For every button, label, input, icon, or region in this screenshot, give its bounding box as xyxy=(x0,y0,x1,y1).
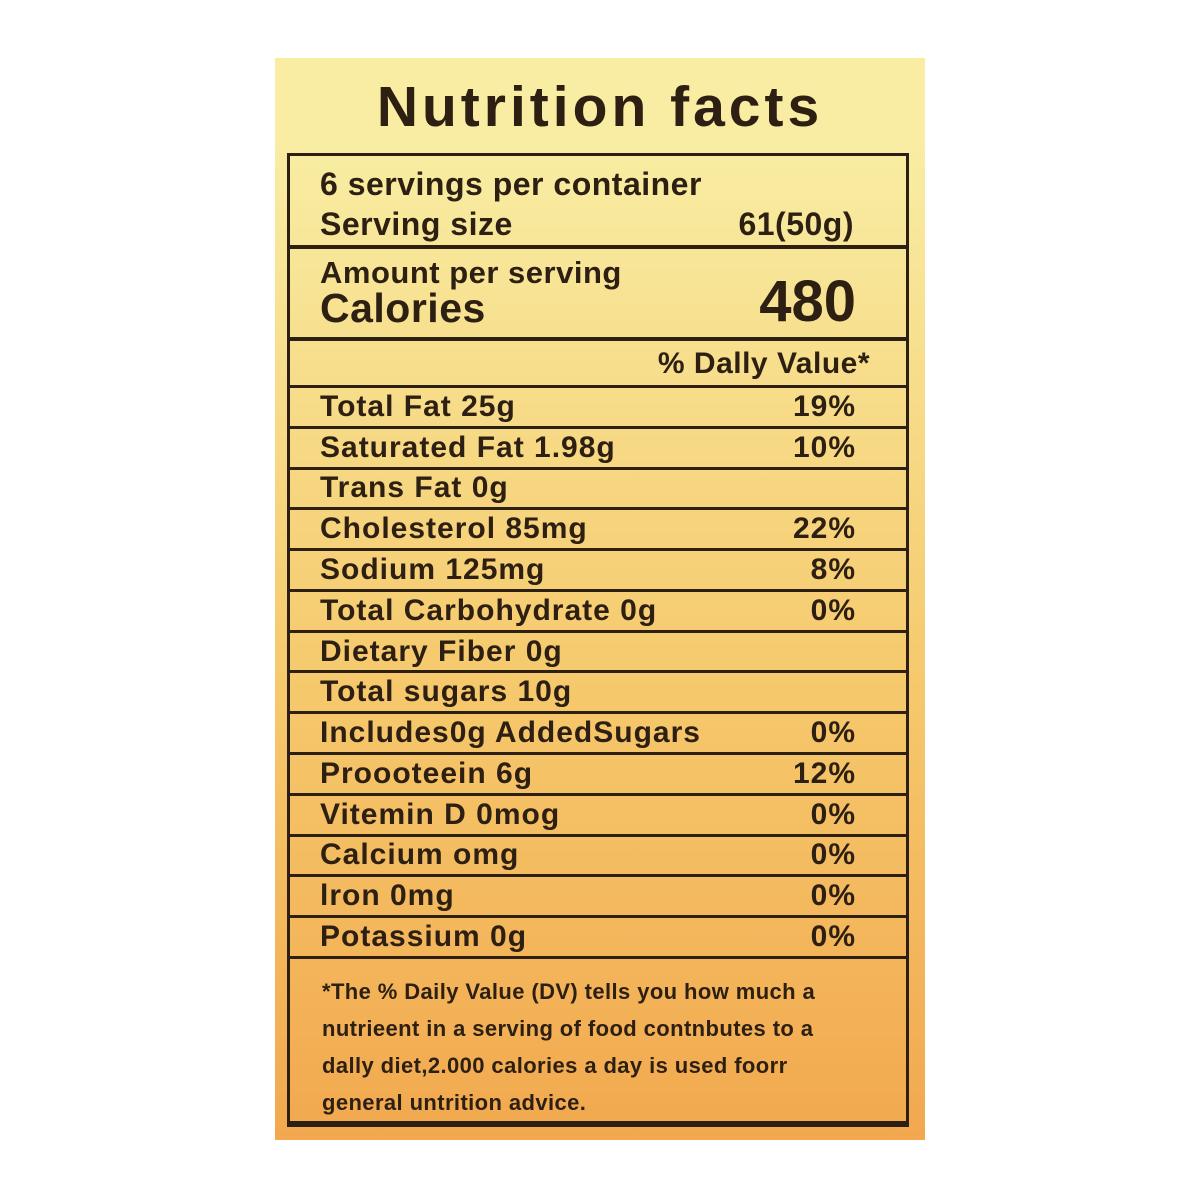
nutrient-row-iron: lron 0mg 0% xyxy=(290,874,906,915)
nutrient-row-protein: Proooteein 6g 12% xyxy=(290,752,906,793)
nutrient-dv: 12% xyxy=(792,756,856,790)
nutrient-rows: Total Fat 25g 19% Saturated Fat 1.98g 10… xyxy=(290,385,906,956)
nutrient-name: Dietary Fiber 0g xyxy=(320,634,563,668)
nutrient-name: lron 0mg xyxy=(320,879,455,913)
nutrient-row-added-sugars: Includes0g AddedSugars 0% xyxy=(290,711,906,752)
facts-box: 6 servings per container Serving size 61… xyxy=(287,153,909,1127)
servings-section: 6 servings per container Serving size 61… xyxy=(290,156,906,245)
nutrient-dv: 0% xyxy=(810,797,856,831)
serving-size-value: 61(50g) xyxy=(738,206,854,242)
nutrient-row-vitamin-d: Vitemin D 0mog 0% xyxy=(290,792,906,834)
nutrient-dv: 22% xyxy=(792,512,856,546)
nutrient-name: Proooteein 6g xyxy=(320,756,534,790)
calories-section: Amount per serving Calories 480 xyxy=(290,245,906,337)
nutrient-dv: 10% xyxy=(792,430,856,464)
nutrient-row-sodium: Sodium 125mg 8% xyxy=(290,548,906,589)
amount-per-serving-label: Amount per serving xyxy=(320,255,622,290)
nutrient-name: Total sugars 10g xyxy=(320,675,573,709)
nutrient-dv: 19% xyxy=(792,389,856,423)
nutrient-name: Trans Fat 0g xyxy=(320,471,509,505)
serving-size-label: Serving size xyxy=(320,206,513,242)
nutrient-name: Calcium omg xyxy=(320,838,520,872)
footnote-line: *The % Daily Value (DV) tells you how mu… xyxy=(322,979,816,1004)
footnote-line: nutrieent in a serving of food contnbute… xyxy=(322,1016,814,1041)
nutrient-row-total-carbohydrate: Total Carbohydrate 0g 0% xyxy=(290,588,906,630)
nutrient-row-trans-fat: Trans Fat 0g xyxy=(290,466,906,508)
nutrient-dv: 0% xyxy=(810,593,856,627)
nutrient-row-potassium: Potassium 0g 0% xyxy=(290,915,906,956)
nutrient-dv: 0% xyxy=(810,838,856,872)
calories-label: Calories xyxy=(320,285,486,331)
nutrient-name: Total Carbohydrate 0g xyxy=(320,593,658,627)
nutrient-row-calcium: Calcium omg 0% xyxy=(290,833,906,875)
calories-value: 480 xyxy=(759,269,856,334)
nutrient-row-saturated-fat: Saturated Fat 1.98g 10% xyxy=(290,425,906,467)
nutrient-row-total-sugars: Total sugars 10g xyxy=(290,670,906,711)
nutrient-name: Sodium 125mg xyxy=(320,553,546,587)
nutrient-name: Vitemin D 0mog xyxy=(320,797,561,831)
nutrient-row-cholesterol: Cholesterol 85mg 22% xyxy=(290,507,906,548)
nutrient-row-dietary-fiber: Dietary Fiber 0g xyxy=(290,629,906,671)
footnote-line: dally diet,2.000 calories a day is used … xyxy=(322,1053,788,1078)
servings-per-container: 6 servings per container xyxy=(320,166,702,202)
footnote-line: general untrition advice. xyxy=(322,1090,587,1115)
nutrient-dv: 0% xyxy=(810,716,856,750)
nutrient-name: Includes0g AddedSugars xyxy=(320,716,701,750)
nutrition-label-card: Nutrition facts 6 servings per container… xyxy=(275,58,925,1140)
daily-value-header: % Dally Value* xyxy=(290,337,906,385)
nutrient-row-total-fat: Total Fat 25g 19% xyxy=(290,385,906,426)
nutrient-name: Potassium 0g xyxy=(320,920,528,954)
nutrient-name: Cholesterol 85mg xyxy=(320,512,588,546)
footnote: *The % Daily Value (DV) tells you how mu… xyxy=(290,956,906,1121)
label-title: Nutrition facts xyxy=(376,75,824,139)
nutrient-dv: 8% xyxy=(810,553,856,587)
nutrient-dv: 0% xyxy=(810,920,856,954)
nutrient-dv: 0% xyxy=(810,879,856,913)
nutrient-name: Total Fat 25g xyxy=(320,389,516,423)
nutrient-name: Saturated Fat 1.98g xyxy=(320,430,616,464)
serving-size-row: Serving size 61(50g) xyxy=(320,204,906,244)
